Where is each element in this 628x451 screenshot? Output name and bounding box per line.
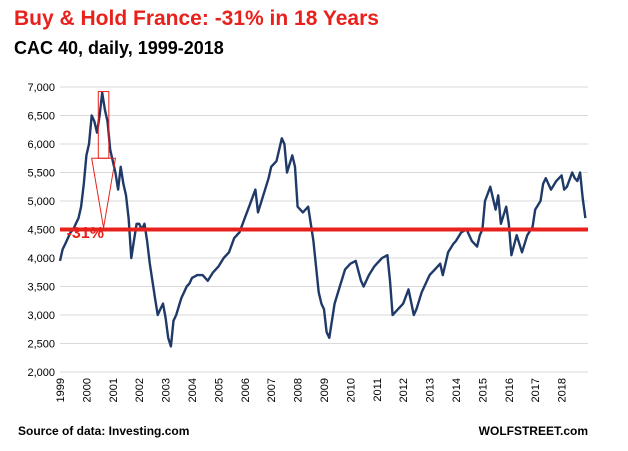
x-tick-label: 1999 — [55, 378, 67, 402]
y-tick-label: 2,500 — [27, 339, 55, 351]
y-axis-tick-labels: 2,000 2,500 3,000 3,500 4,000 4,500 5,000 5,500… — [27, 82, 55, 379]
source-note: Source of data: Investing.com — [18, 424, 190, 438]
x-tick-label: 2016 — [504, 378, 516, 402]
chart-title: Buy & Hold France: -31% in 18 Years — [14, 7, 379, 30]
x-tick-label: 2008 — [293, 378, 305, 402]
x-tick-label: 2015 — [477, 378, 489, 402]
y-tick-label: 7,000 — [27, 82, 55, 94]
y-tick-label: 5,500 — [27, 168, 55, 180]
x-tick-label: 2014 — [451, 378, 463, 402]
y-tick-label: 6,000 — [27, 139, 55, 151]
x-tick-label: 2018 — [557, 378, 569, 402]
x-tick-label: 2001 — [108, 378, 120, 402]
x-tick-label: 2002 — [134, 378, 146, 402]
x-tick-label: 2005 — [213, 378, 225, 402]
chart-subtitle: CAC 40, daily, 1999-2018 — [14, 38, 224, 58]
grid-lines — [60, 86, 588, 373]
x-tick-label: 2007 — [266, 378, 278, 402]
x-tick-label: 2003 — [161, 378, 173, 402]
y-tick-label: 5,000 — [27, 196, 55, 208]
x-tick-label: 2017 — [530, 378, 542, 402]
decline-arrow — [91, 157, 117, 228]
y-tick-label: 2,000 — [27, 367, 55, 379]
series-line-cac40 — [58, 91, 587, 348]
annotation-label: -31% — [67, 225, 104, 242]
x-tick-label: 2006 — [240, 378, 252, 402]
y-tick-label: 4,500 — [27, 225, 55, 237]
y-tick-label: 3,000 — [27, 310, 55, 322]
annotation-layer: -31% — [60, 91, 588, 242]
x-tick-label: 2009 — [319, 378, 331, 402]
brand-logo-text: WOLFSTREET.com — [478, 424, 588, 438]
x-tick-label: 2011 — [372, 378, 384, 402]
y-tick-label: 3,500 — [27, 282, 55, 294]
x-tick-label: 2004 — [187, 378, 199, 402]
series-layer — [58, 91, 587, 348]
x-axis-tick-labels: 1999 2000 2001 2002 2003 2004 2005 2006 2007 2008… — [55, 378, 569, 402]
x-tick-label: 2013 — [425, 378, 437, 402]
x-tick-label: 2010 — [345, 378, 357, 402]
y-tick-label: 4,000 — [27, 253, 55, 265]
x-tick-label: 2000 — [81, 378, 93, 402]
x-tick-label: 2012 — [398, 378, 410, 402]
y-tick-label: 6,500 — [27, 111, 55, 123]
